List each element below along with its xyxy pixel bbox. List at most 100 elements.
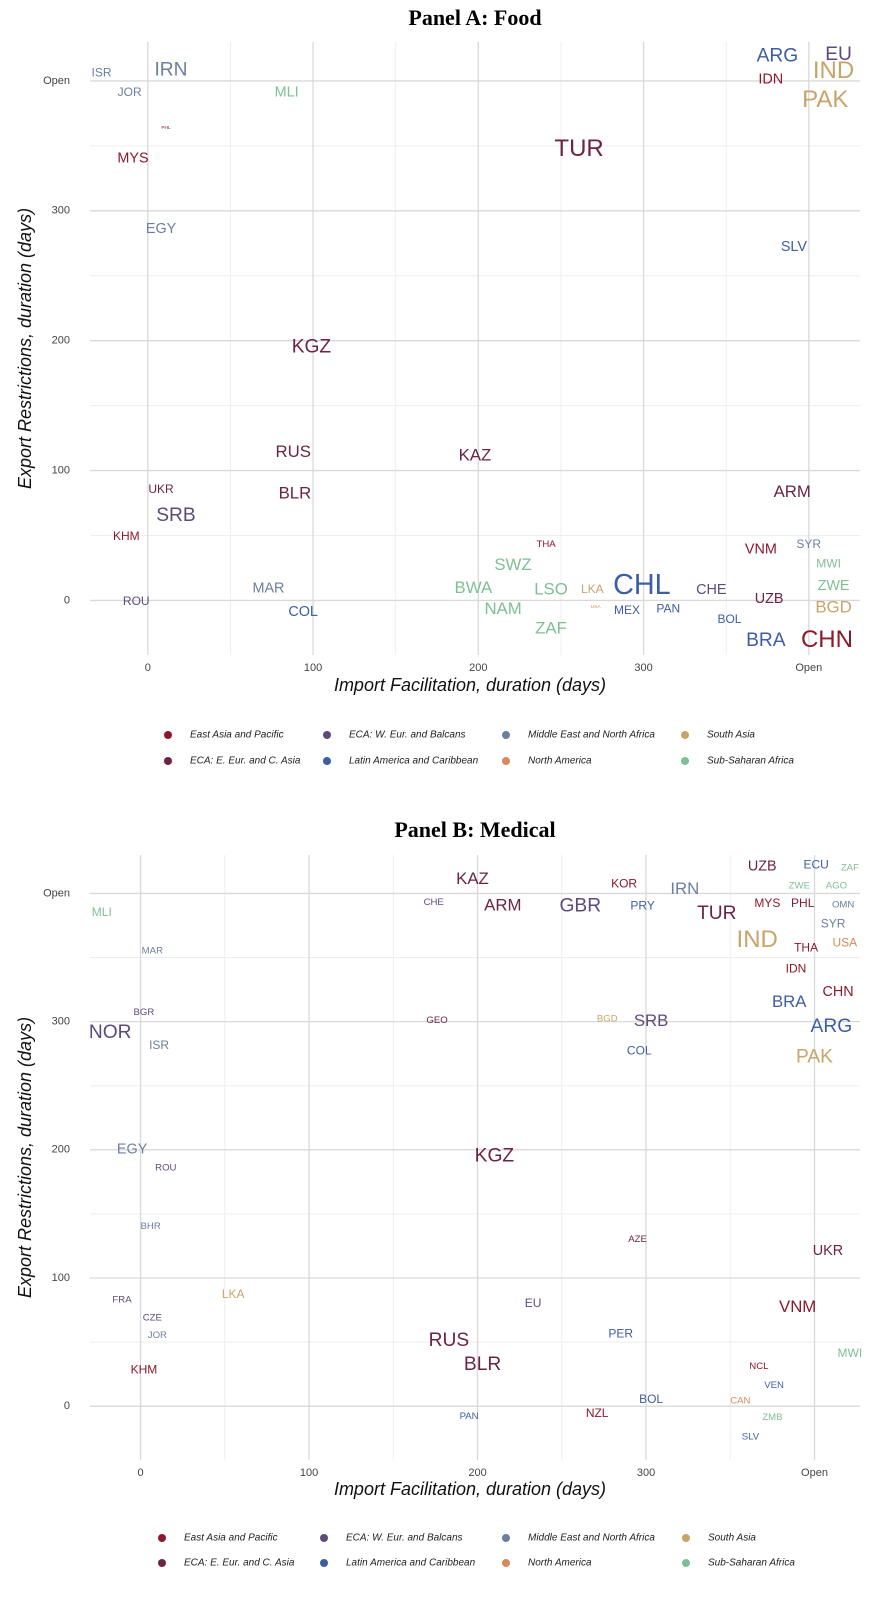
legend-marker <box>158 1559 166 1567</box>
country-label: BWA <box>455 578 493 597</box>
country-label: NZL <box>586 1406 609 1420</box>
country-label: MLI <box>92 905 112 919</box>
x-tick-label: 100 <box>304 662 322 674</box>
country-label: EGY <box>117 1142 148 1158</box>
country-label: USA <box>591 604 602 610</box>
country-label: COL <box>627 1043 652 1057</box>
country-label: ROU <box>155 1162 176 1173</box>
country-label: KOR <box>611 877 637 891</box>
legend-marker <box>164 731 172 739</box>
country-label: PRY <box>630 898 654 912</box>
legend-marker <box>682 1534 690 1542</box>
x-tick-label: 200 <box>469 662 487 674</box>
country-label: BGD <box>597 1014 618 1025</box>
country-label: JOR <box>148 1330 167 1341</box>
country-label: ARG <box>757 45 799 66</box>
legend-label: Latin America and Caribbean <box>346 1558 476 1569</box>
country-label: TUR <box>554 135 603 162</box>
legend-marker <box>502 731 510 739</box>
country-label: VNM <box>779 1297 816 1316</box>
country-label: ZAF <box>841 862 859 873</box>
country-label: ZWE <box>789 880 810 891</box>
country-label: NOR <box>89 1022 132 1043</box>
country-label: RUS <box>429 1330 470 1351</box>
country-label: BGD <box>815 598 851 617</box>
legend-label: ECA: W. Eur. and Balcans <box>346 1533 463 1544</box>
x-tick-label: 0 <box>145 662 151 674</box>
legend-label: South Asia <box>708 1533 756 1544</box>
country-label: PAK <box>796 1047 833 1068</box>
country-label: EU <box>525 1296 542 1310</box>
legend-label: ECA: E. Eur. and C. Asia <box>190 756 301 767</box>
country-label: CZE <box>143 1312 162 1323</box>
legend-marker <box>681 731 689 739</box>
y-tick-label: 200 <box>52 1144 70 1156</box>
country-label: TUR <box>697 903 736 924</box>
y-axis-label: Export Restrictions, duration (days) <box>15 208 35 489</box>
legend-label: East Asia and Pacific <box>190 730 284 741</box>
x-tick-label: 0 <box>137 1467 143 1479</box>
legend-label: East Asia and Pacific <box>184 1533 278 1544</box>
y-tick-label: 0 <box>64 1400 70 1412</box>
country-label: MEX <box>614 603 640 617</box>
country-label: ROU <box>123 594 150 608</box>
country-label: BRA <box>746 630 786 651</box>
y-tick-label: Open <box>43 887 70 899</box>
country-label: SLV <box>781 239 808 255</box>
legend-marker <box>502 1534 510 1542</box>
y-tick-label: 200 <box>52 335 70 347</box>
legend-marker <box>681 757 689 765</box>
legend-label: Latin America and Caribbean <box>349 756 479 767</box>
legend-label: Sub-Saharan Africa <box>707 756 794 767</box>
country-label: MYS <box>117 151 148 167</box>
country-label: MAR <box>252 581 284 597</box>
country-label: IRN <box>154 60 187 81</box>
x-axis-label: Import Facilitation, duration (days) <box>334 675 606 695</box>
country-label: CHN <box>801 626 853 653</box>
legend-marker <box>164 757 172 765</box>
country-label: KHM <box>131 1362 158 1376</box>
x-tick-label: 100 <box>300 1467 318 1479</box>
country-label: ARM <box>774 482 811 501</box>
y-tick-label: 0 <box>64 594 70 606</box>
country-label: ECU <box>804 857 829 871</box>
legend-label: Middle East and North Africa <box>528 730 655 741</box>
legend-label: South Asia <box>707 730 755 741</box>
country-label: CHL <box>613 569 671 601</box>
x-tick-label: Open <box>801 1467 828 1479</box>
country-label: MAR <box>142 946 163 957</box>
y-tick-label: 300 <box>52 1016 70 1028</box>
x-tick-label: 300 <box>637 1467 655 1479</box>
country-label: MLI <box>275 84 299 100</box>
legend-marker <box>320 1534 328 1542</box>
country-label: SYR <box>796 537 821 551</box>
country-label: IDN <box>786 961 807 975</box>
country-label: GEO <box>426 1015 447 1026</box>
country-label: BGR <box>134 1007 155 1018</box>
country-label: NAM <box>484 599 521 618</box>
country-label: SWZ <box>494 555 531 574</box>
legend-marker <box>502 757 510 765</box>
legend-marker <box>323 757 331 765</box>
country-label: SYR <box>821 916 846 930</box>
country-label: BLR <box>279 483 312 502</box>
country-label: BRA <box>772 992 807 1011</box>
country-label: BHR <box>141 1221 161 1232</box>
country-label: CAN <box>730 1396 750 1407</box>
y-tick-label: 100 <box>52 1272 70 1284</box>
country-label: AZE <box>628 1234 647 1245</box>
country-label: IND <box>813 57 854 84</box>
country-label: ISR <box>149 1038 169 1052</box>
country-label: OMN <box>832 900 854 911</box>
chart-title: Panel B: Medical <box>394 817 555 842</box>
country-label: IND <box>737 926 778 953</box>
country-label: BOL <box>717 612 741 626</box>
country-label: CHN <box>823 984 854 1000</box>
country-label: BOL <box>639 1392 663 1406</box>
x-tick-label: 300 <box>634 662 652 674</box>
country-label: EGY <box>146 221 177 237</box>
country-label: VNM <box>745 542 777 558</box>
country-label: ZAF <box>535 618 567 637</box>
legend-marker <box>682 1559 690 1567</box>
